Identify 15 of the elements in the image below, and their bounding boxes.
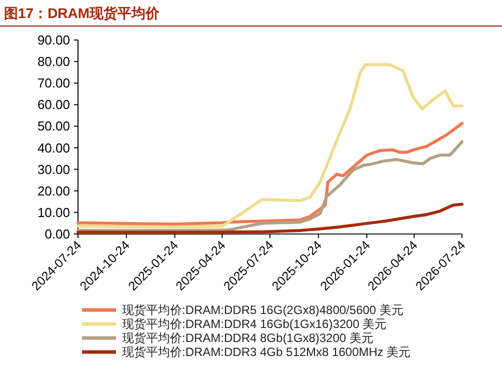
legend-label: 现货平均价:DRAM:DDR4 16Gb(1Gx16)3200 美元 — [122, 317, 387, 331]
y-tick-label: 70.00 — [37, 76, 70, 91]
chart-title: 图17：DRAM现货平均价 — [4, 5, 161, 21]
y-tick-label: 30.00 — [37, 162, 70, 177]
legend-label: 现货平均价:DRAM:DDR3 4Gb 512Mx8 1600MHz 美元 — [122, 345, 411, 359]
y-tick-label: 20.00 — [37, 183, 70, 198]
legend-label: 现货平均价:DRAM:DDR4 8Gb(1Gx8)3200 美元 — [122, 331, 374, 345]
legend-label: 现货平均价:DRAM:DDR5 16G(2Gx8)4800/5600 美元 — [122, 303, 404, 317]
y-tick-label: 90.00 — [37, 32, 70, 48]
y-tick-label: 0.00 — [44, 226, 70, 242]
y-tick-label: 80.00 — [37, 54, 70, 70]
y-tick-label: 40.00 — [37, 140, 70, 156]
y-tick-label: 60.00 — [37, 97, 70, 112]
y-tick-label: 10.00 — [37, 204, 70, 220]
y-tick-label: 50.00 — [37, 118, 70, 134]
